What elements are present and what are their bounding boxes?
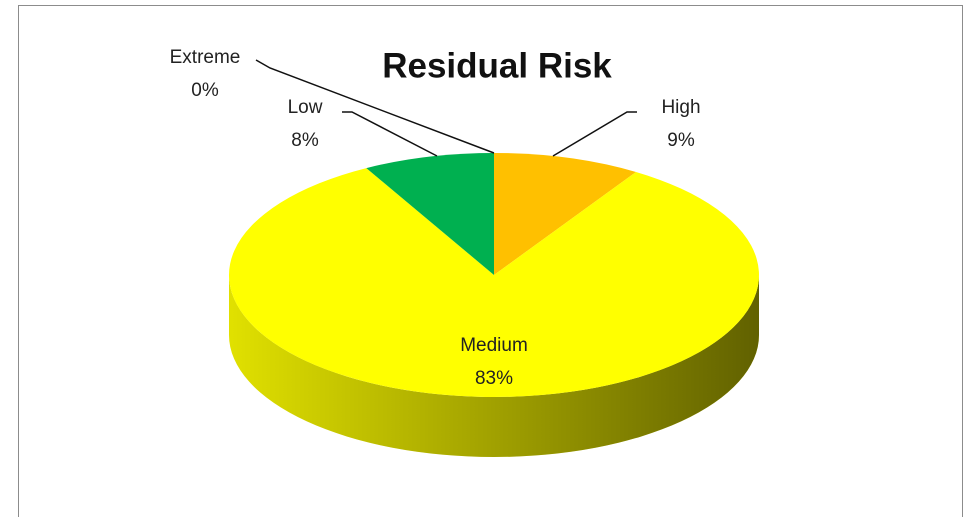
pie bbox=[228, 153, 760, 457]
slice bbox=[494, 153, 636, 275]
slice-label: Extreme bbox=[170, 47, 241, 68]
leader-line bbox=[342, 111, 438, 157]
value-label: 83% bbox=[475, 368, 513, 389]
value-label: 8% bbox=[291, 130, 319, 151]
slice bbox=[366, 153, 494, 275]
value-label: 0% bbox=[191, 80, 219, 101]
leader-line bbox=[255, 59, 495, 154]
slice-label: Low bbox=[288, 97, 323, 118]
slice-label: Medium bbox=[460, 335, 528, 356]
value-label: 9% bbox=[667, 130, 695, 151]
chart-title: Residual Risk bbox=[382, 46, 612, 85]
leader-line bbox=[552, 111, 637, 157]
slice-side-shade bbox=[229, 275, 759, 457]
slice-label: High bbox=[661, 97, 700, 118]
slice bbox=[228, 168, 760, 397]
